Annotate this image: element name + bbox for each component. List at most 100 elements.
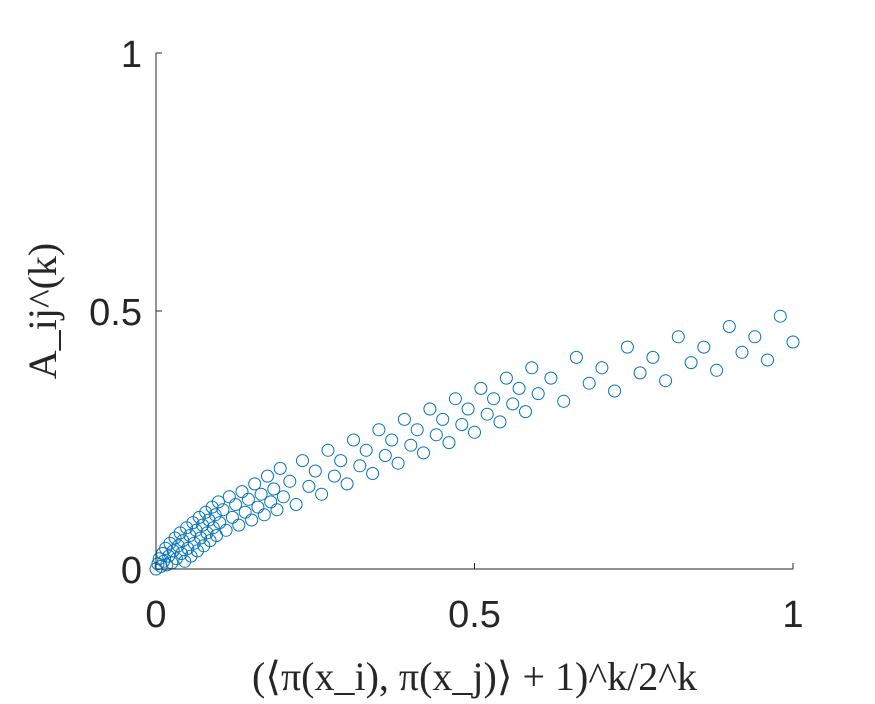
- y-tick-label: 1: [121, 34, 142, 76]
- data-point: [557, 394, 571, 408]
- data-point: [544, 371, 558, 385]
- data-point: [761, 353, 774, 367]
- data-point: [359, 443, 373, 457]
- data-point: [163, 536, 177, 550]
- data-point: [366, 467, 380, 480]
- data-point: [166, 544, 180, 558]
- data-point: [254, 487, 268, 501]
- data-point: [283, 474, 297, 488]
- data-point: [608, 384, 622, 398]
- data-point: [229, 498, 243, 511]
- data-point: [245, 513, 259, 527]
- data-point: [569, 350, 583, 364]
- data-point: [169, 552, 183, 566]
- data-point: [595, 361, 609, 375]
- data-point: [671, 330, 685, 344]
- data-point: [264, 495, 278, 509]
- data-point: [261, 469, 274, 483]
- data-point: [697, 340, 711, 354]
- data-point: [620, 340, 634, 354]
- x-tick-label: 1: [782, 594, 803, 636]
- data-point: [208, 508, 222, 522]
- data-point: [347, 433, 360, 447]
- data-point: [499, 371, 513, 385]
- data-point: [512, 381, 526, 395]
- data-point: [238, 505, 252, 519]
- data-point: [710, 363, 724, 377]
- data-point: [582, 376, 596, 390]
- plot-area: [156, 53, 793, 569]
- data-point: [748, 330, 762, 344]
- data-point: [276, 490, 290, 504]
- data-point: [248, 477, 262, 491]
- data-point: [273, 461, 287, 475]
- data-point: [267, 482, 281, 496]
- data-point: [429, 428, 443, 442]
- data-point: [786, 335, 800, 349]
- data-point: [222, 490, 236, 504]
- data-point: [404, 438, 418, 452]
- data-point: [722, 320, 736, 333]
- data-point: [461, 402, 475, 416]
- data-point: [302, 479, 316, 493]
- data-point: [448, 392, 462, 406]
- y-tick-label: 0: [121, 550, 142, 592]
- data-point: [171, 539, 185, 553]
- data-point: [442, 436, 456, 450]
- data-point: [773, 309, 787, 323]
- data-point: [334, 454, 348, 468]
- data-point: [531, 387, 545, 401]
- data-point: [684, 356, 698, 370]
- data-point: [321, 443, 335, 457]
- data-point: [327, 469, 341, 483]
- data-point: [480, 407, 494, 421]
- data-point: [474, 381, 488, 395]
- data-point: [410, 423, 424, 437]
- data-point: [340, 477, 354, 491]
- y-axis-title: A_ij^(k): [20, 243, 65, 380]
- data-point: [506, 397, 520, 411]
- data-point: [417, 446, 430, 460]
- data-point: [493, 415, 507, 429]
- data-point: [372, 423, 386, 437]
- x-tick-label: 0.5: [448, 594, 501, 636]
- data-point: [487, 392, 501, 406]
- data-point: [232, 518, 246, 532]
- data-point: [168, 531, 182, 545]
- data-point: [157, 554, 171, 568]
- data-point: [296, 454, 309, 468]
- x-tick-label: 0: [145, 594, 166, 636]
- data-point: [646, 350, 660, 364]
- y-axis-ticks: 00.51: [89, 34, 162, 592]
- data-point: [659, 374, 673, 388]
- data-point: [525, 361, 539, 375]
- data-point: [519, 405, 532, 419]
- data-point: [219, 523, 233, 537]
- data-point: [225, 510, 239, 524]
- data-point: [257, 508, 271, 522]
- data-point: [251, 500, 265, 514]
- plot-background: [156, 53, 793, 569]
- x-axis-ticks: 0 0.5 1: [145, 563, 804, 636]
- y-tick-label: 0.5: [89, 292, 142, 334]
- data-point: [468, 425, 481, 439]
- data-point: [213, 516, 227, 530]
- data-point: [241, 492, 255, 506]
- data-point: [423, 402, 437, 416]
- data-point: [385, 433, 399, 447]
- data-point: [235, 485, 249, 499]
- data-point: [397, 412, 411, 426]
- data-point: [315, 487, 329, 501]
- data-point: [391, 456, 405, 470]
- data-point: [211, 495, 225, 509]
- data-point: [735, 345, 749, 359]
- data-point: [162, 549, 176, 563]
- data-point: [308, 464, 322, 478]
- data-point: [216, 503, 230, 517]
- data-point: [378, 449, 392, 462]
- data-point: [633, 366, 647, 380]
- data-point: [436, 412, 450, 426]
- data-point: [455, 418, 469, 431]
- data-point: [270, 503, 284, 517]
